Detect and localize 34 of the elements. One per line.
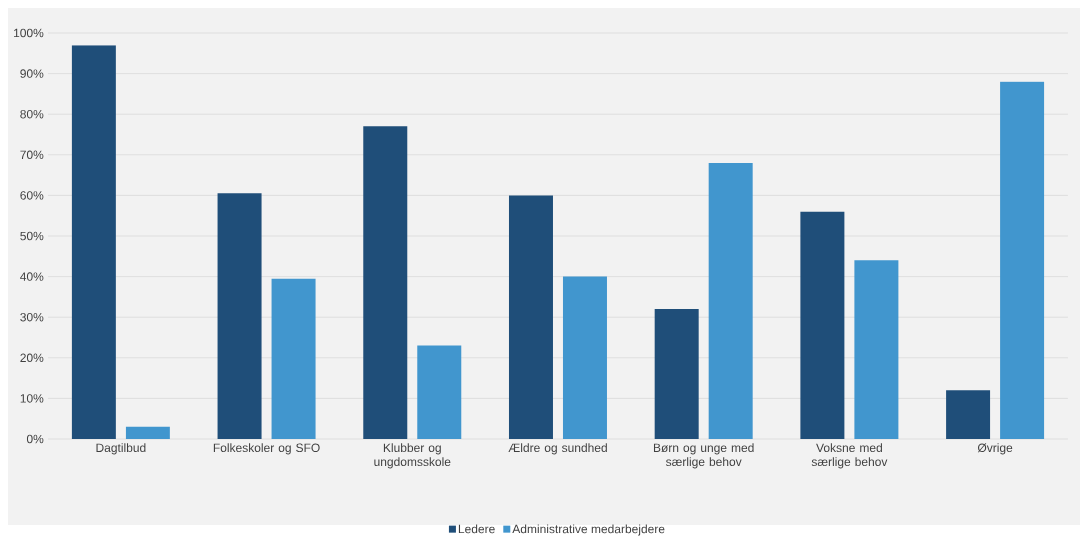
y-tick-label: 0% bbox=[26, 434, 44, 444]
bar bbox=[71, 45, 116, 440]
y-tick-label: 20% bbox=[20, 353, 44, 363]
x-tick-label: Børn og unge med særlige behov bbox=[653, 443, 754, 469]
y-tick-label: 90% bbox=[20, 69, 44, 78]
x-tick-label: Klubber og ungdomsskole bbox=[374, 443, 451, 469]
bar bbox=[1000, 81, 1045, 440]
x-tick-label: Ældre og sundhed bbox=[508, 443, 607, 455]
x-tick-label: Dagtilbud bbox=[96, 443, 146, 455]
legend-label: Administrative medarbejdere bbox=[512, 524, 665, 536]
bar bbox=[800, 211, 845, 440]
y-tick-label: 10% bbox=[20, 394, 44, 403]
y-tick-label: 30% bbox=[20, 313, 44, 322]
bar bbox=[417, 345, 462, 440]
bar bbox=[654, 309, 699, 440]
bar bbox=[271, 278, 316, 440]
bar bbox=[854, 260, 899, 440]
y-tick-label: 80% bbox=[20, 110, 44, 119]
bar bbox=[125, 426, 170, 440]
y-tick-label: 50% bbox=[20, 231, 44, 241]
y-tick-label: 100% bbox=[14, 28, 44, 38]
bar bbox=[508, 195, 553, 440]
bar bbox=[562, 276, 607, 440]
y-tick-label: 70% bbox=[20, 150, 44, 160]
x-tick-label: Folkeskoler og SFO bbox=[213, 443, 320, 455]
bar bbox=[363, 126, 408, 440]
bar bbox=[217, 193, 262, 440]
bar bbox=[946, 390, 991, 440]
bar bbox=[708, 162, 753, 440]
x-tick-label: Voksne med særlige behov bbox=[811, 443, 888, 469]
x-tick-label: Øvrige bbox=[977, 443, 1013, 455]
y-tick-label: 60% bbox=[20, 191, 44, 200]
legend-label: Ledere bbox=[458, 524, 495, 534]
y-tick-label: 40% bbox=[20, 272, 44, 281]
